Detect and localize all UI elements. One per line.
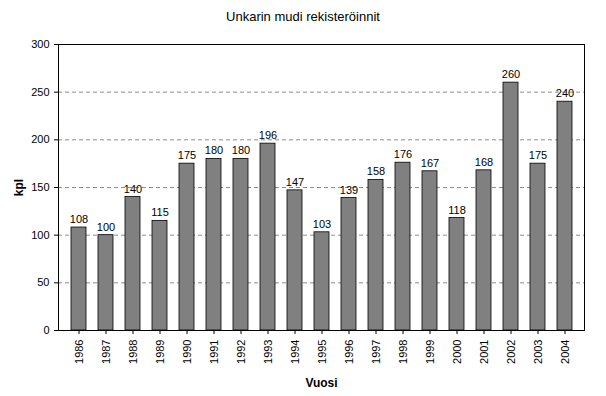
svg-text:1996: 1996 <box>343 340 355 364</box>
svg-text:175: 175 <box>178 149 196 161</box>
svg-text:1989: 1989 <box>154 340 166 364</box>
svg-text:103: 103 <box>313 218 331 230</box>
svg-text:108: 108 <box>70 213 88 225</box>
svg-text:1987: 1987 <box>100 340 112 364</box>
svg-text:260: 260 <box>502 68 520 80</box>
svg-text:115: 115 <box>151 206 169 218</box>
svg-text:1992: 1992 <box>235 340 247 364</box>
svg-text:2004: 2004 <box>559 340 571 364</box>
svg-text:175: 175 <box>529 149 547 161</box>
svg-text:158: 158 <box>367 165 385 177</box>
svg-text:147: 147 <box>286 176 304 188</box>
svg-text:150: 150 <box>31 181 49 193</box>
svg-text:196: 196 <box>259 129 277 141</box>
svg-text:50: 50 <box>37 276 49 288</box>
svg-text:kpl: kpl <box>12 179 26 196</box>
svg-text:2000: 2000 <box>451 340 463 364</box>
svg-text:176: 176 <box>394 148 412 160</box>
svg-text:1988: 1988 <box>127 340 139 364</box>
svg-text:2002: 2002 <box>505 340 517 364</box>
svg-text:1994: 1994 <box>289 340 301 364</box>
svg-text:140: 140 <box>124 183 142 195</box>
svg-text:180: 180 <box>205 144 223 156</box>
svg-text:1999: 1999 <box>424 340 436 364</box>
svg-text:1986: 1986 <box>73 340 85 364</box>
svg-text:1993: 1993 <box>262 340 274 364</box>
svg-text:0: 0 <box>43 324 49 336</box>
svg-text:2003: 2003 <box>532 340 544 364</box>
svg-text:1997: 1997 <box>370 340 382 364</box>
svg-text:167: 167 <box>421 157 439 169</box>
svg-text:168: 168 <box>475 156 493 168</box>
svg-text:Vuosi: Vuosi <box>305 376 337 390</box>
svg-text:118: 118 <box>448 204 466 216</box>
svg-text:240: 240 <box>556 87 574 99</box>
svg-text:250: 250 <box>31 86 49 98</box>
svg-text:1995: 1995 <box>316 340 328 364</box>
svg-text:180: 180 <box>232 144 250 156</box>
svg-text:200: 200 <box>31 133 49 145</box>
svg-text:1998: 1998 <box>397 340 409 364</box>
svg-text:139: 139 <box>340 184 358 196</box>
svg-text:2001: 2001 <box>478 340 490 364</box>
svg-text:1991: 1991 <box>208 340 220 364</box>
svg-text:1990: 1990 <box>181 340 193 364</box>
svg-text:100: 100 <box>31 229 49 241</box>
html-text:Unkarin mudi rekisteröinnit: Unkarin mudi rekisteröinnit <box>226 9 380 24</box>
svg-text:100: 100 <box>97 221 115 233</box>
svg-text:300: 300 <box>31 38 49 50</box>
